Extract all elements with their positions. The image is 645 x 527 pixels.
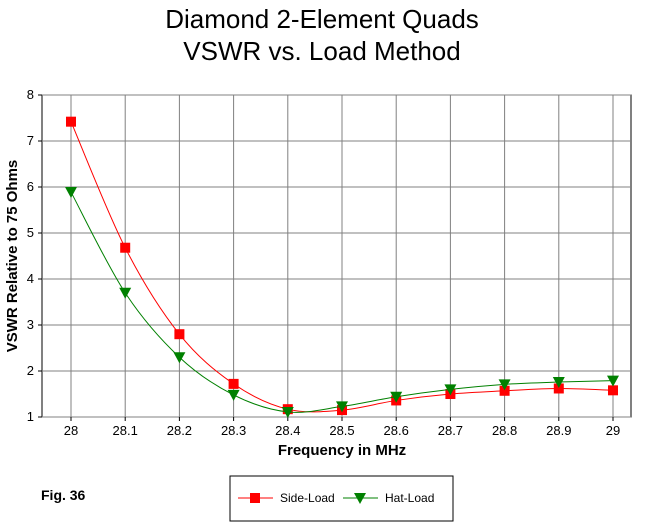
data-point-hat-load bbox=[444, 384, 457, 396]
series-group bbox=[65, 116, 619, 418]
x-axis-ticks: 28 28.1 28.2 28.3 28.4 28.5 28.6 28.7 28.8 28.9 29 bbox=[64, 417, 620, 438]
data-point-side-load bbox=[66, 116, 76, 127]
data-point-hat-load bbox=[281, 406, 294, 418]
y-tick-label: 1 bbox=[27, 409, 34, 424]
y-tick-label: 4 bbox=[27, 271, 34, 286]
legend-label-hat-load: Hat-Load bbox=[385, 491, 434, 505]
series-line-hat-load bbox=[70, 191, 614, 413]
data-point-hat-load bbox=[390, 391, 403, 403]
x-axis-label: Frequency in MHz bbox=[278, 442, 406, 459]
figure-label: Fig. 36 bbox=[41, 487, 86, 503]
x-tick-label: 28.1 bbox=[113, 423, 138, 438]
x-tick-label: 28.8 bbox=[492, 423, 517, 438]
data-point-side-load bbox=[553, 383, 564, 394]
legend-marker-hat-load bbox=[354, 493, 366, 504]
data-point-hat-load bbox=[227, 389, 240, 401]
chart-title-line-1: Diamond 2-Element Quads bbox=[165, 4, 479, 34]
y-axis-ticks: 1 2 3 4 5 6 7 8 bbox=[27, 87, 42, 424]
series-line-side-load bbox=[70, 121, 614, 413]
data-point-hat-load bbox=[65, 187, 77, 199]
legend: Side-Load Hat-Load bbox=[229, 475, 454, 522]
data-point-hat-load bbox=[552, 377, 565, 389]
y-axis-label: VSWR Relative to 75 Ohms bbox=[4, 160, 21, 353]
x-tick-label: 28.2 bbox=[167, 423, 192, 438]
y-tick-label: 3 bbox=[27, 317, 34, 332]
x-tick-label: 29 bbox=[606, 423, 620, 438]
x-tick-label: 28.3 bbox=[221, 423, 246, 438]
series-hat-load bbox=[65, 187, 619, 418]
x-tick-label: 28.5 bbox=[329, 423, 354, 438]
data-point-side-load bbox=[499, 385, 510, 396]
legend-item-side-load: Side-Load bbox=[238, 491, 335, 505]
legend-label-side-load: Side-Load bbox=[280, 491, 335, 505]
y-tick-label: 8 bbox=[27, 87, 34, 102]
data-point-hat-load bbox=[119, 287, 132, 299]
y-tick-label: 6 bbox=[27, 179, 34, 194]
x-tick-label: 28.7 bbox=[438, 423, 463, 438]
x-tick-label: 28.4 bbox=[275, 423, 300, 438]
x-tick-label: 28.6 bbox=[384, 423, 409, 438]
data-point-side-load bbox=[120, 242, 131, 253]
chart-title-line-2: VSWR vs. Load Method bbox=[183, 36, 460, 66]
y-tick-label: 7 bbox=[27, 133, 34, 148]
y-tick-label: 2 bbox=[27, 363, 34, 378]
grid bbox=[42, 94, 631, 418]
data-point-side-load bbox=[228, 378, 239, 389]
x-tick-label: 28.9 bbox=[546, 423, 571, 438]
plot-area bbox=[41, 94, 632, 418]
y-tick-label: 5 bbox=[27, 225, 34, 240]
data-point-hat-load bbox=[607, 375, 619, 387]
data-point-side-load bbox=[608, 385, 618, 396]
data-point-side-load bbox=[174, 329, 185, 340]
x-tick-label: 28 bbox=[64, 423, 78, 438]
data-point-hat-load bbox=[336, 401, 348, 413]
legend-marker-side-load bbox=[250, 493, 260, 503]
data-point-hat-load bbox=[498, 379, 511, 391]
data-point-hat-load bbox=[173, 352, 186, 364]
legend-item-hat-load: Hat-Load bbox=[343, 491, 434, 505]
